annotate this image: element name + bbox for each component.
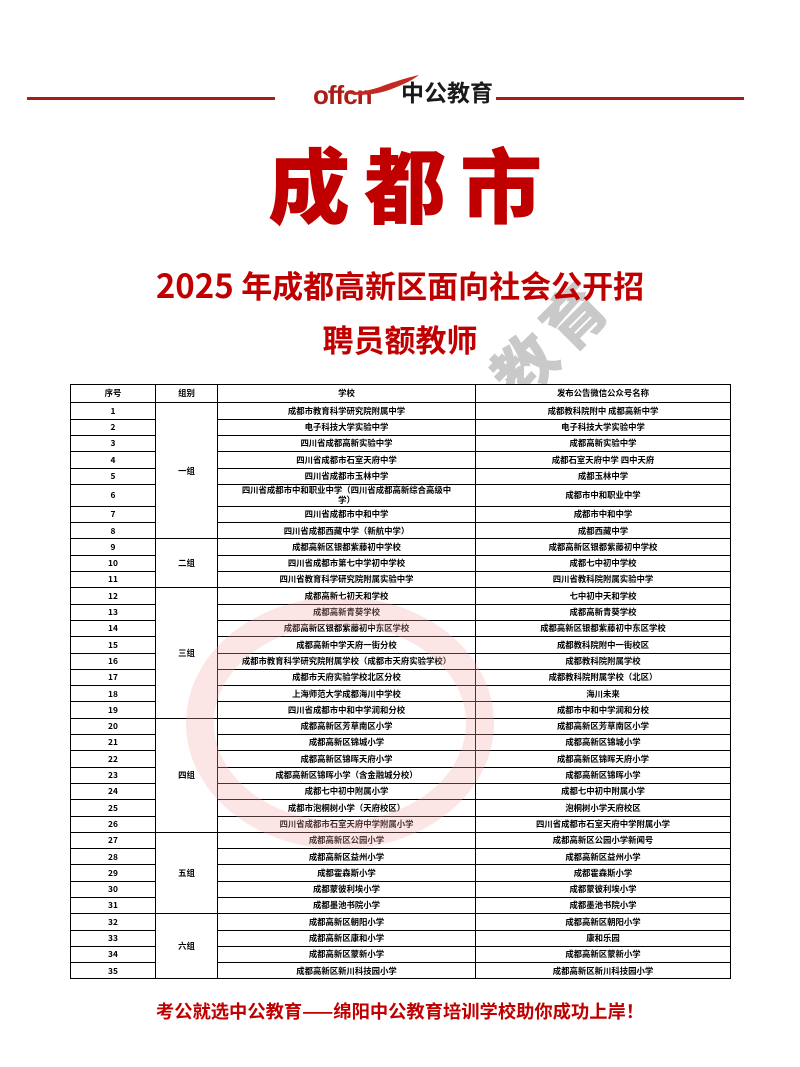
svg-text:中公教育: 中公教育 bbox=[401, 74, 493, 108]
svg-text:offcn: offcn bbox=[313, 80, 372, 110]
